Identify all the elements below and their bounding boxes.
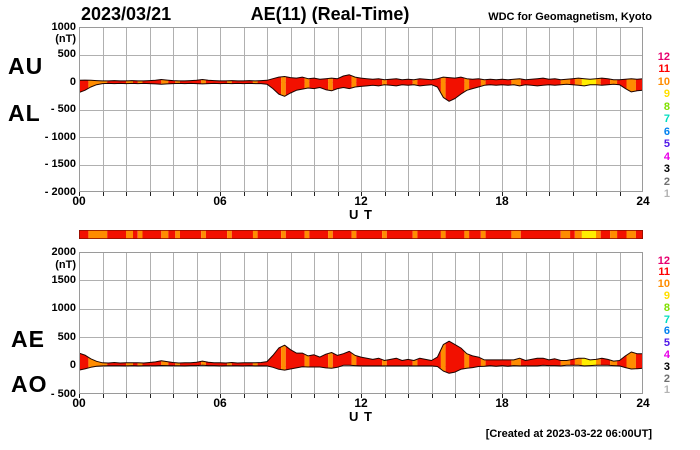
y-tick-top: - 1500 bbox=[44, 158, 76, 170]
y-tick-top: - 2000 bbox=[44, 185, 76, 198]
ae-curve-label: AE bbox=[11, 326, 45, 352]
station-count-7-top: 7 bbox=[663, 113, 670, 126]
y-tick-bottom: 500 bbox=[57, 330, 76, 343]
al-curve-label: AL bbox=[8, 100, 41, 126]
y-tick-bottom: 1500 bbox=[51, 273, 76, 286]
x-tick-bottom: 24 bbox=[636, 396, 650, 410]
station-count-1-top: 1 bbox=[663, 187, 670, 200]
station-count-8-bottom: 8 bbox=[663, 301, 670, 314]
x-tick-bottom: 06 bbox=[213, 396, 227, 410]
x-tick-top: 00 bbox=[72, 194, 86, 208]
station-count-5-top: 5 bbox=[663, 138, 670, 151]
station-count-7-bottom: 7 bbox=[663, 313, 670, 326]
station-count-3-bottom: 3 bbox=[663, 360, 670, 373]
plot-title: AE(11) (Real-Time) bbox=[250, 4, 410, 24]
x-tick-bottom: 18 bbox=[495, 396, 509, 410]
y-tick-top: - 500 bbox=[50, 103, 76, 115]
y-tick-top: 1000 bbox=[51, 20, 76, 33]
au-curve-label: AU bbox=[8, 53, 44, 79]
station-count-12-top: 12 bbox=[657, 51, 670, 63]
station-count-9-top: 9 bbox=[663, 88, 670, 101]
y-tick-bottom: - 500 bbox=[50, 387, 76, 400]
plot-date: 2023/03/21 bbox=[81, 4, 172, 24]
x-tick-top: 24 bbox=[636, 194, 650, 208]
ae-ao-chart bbox=[79, 252, 643, 398]
y-tick-top: 0 bbox=[69, 75, 76, 88]
x-axis-title-top: U T bbox=[349, 207, 373, 222]
x-tick-top: 18 bbox=[495, 194, 509, 208]
station-count-9-bottom: 9 bbox=[663, 289, 670, 302]
station-count-10-bottom: 10 bbox=[657, 278, 670, 291]
y-tick-bottom: 1000 bbox=[51, 302, 76, 315]
x-tick-top: 06 bbox=[213, 194, 227, 208]
station-count-4-top: 4 bbox=[663, 150, 670, 163]
station-count-8-top: 8 bbox=[663, 100, 670, 113]
ao-curve-label: AO bbox=[11, 371, 48, 397]
station-count-3-top: 3 bbox=[663, 163, 670, 176]
x-tick-top: 12 bbox=[354, 194, 368, 208]
station-count-11-bottom: 11 bbox=[658, 266, 670, 279]
station-count-11-top: 11 bbox=[658, 63, 670, 76]
y-tick-bottom: 0 bbox=[69, 359, 76, 372]
station-count-bar bbox=[79, 230, 643, 239]
station-count-12-bottom: 12 bbox=[657, 254, 670, 267]
y-tick-top: 500 bbox=[57, 48, 76, 60]
station-count-4-bottom: 4 bbox=[663, 348, 670, 361]
station-count-6-bottom: 6 bbox=[663, 325, 670, 338]
station-count-5-bottom: 5 bbox=[663, 337, 670, 350]
unit-label-top: (nT) bbox=[55, 33, 76, 45]
station-count-2-bottom: 2 bbox=[663, 372, 670, 385]
station-count-6-top: 6 bbox=[663, 125, 670, 138]
au-al-chart bbox=[79, 27, 643, 196]
x-tick-bottom: 12 bbox=[354, 396, 368, 410]
y-tick-top: - 1000 bbox=[44, 130, 76, 143]
station-count-1-bottom: 1 bbox=[663, 384, 670, 397]
created-timestamp: [Created at 2023-03-22 06:00UT] bbox=[485, 428, 652, 440]
station-count-10-top: 10 bbox=[657, 75, 670, 88]
x-tick-bottom: 00 bbox=[72, 396, 86, 410]
data-source: WDC for Geomagnetism, Kyoto bbox=[488, 11, 652, 23]
unit-label-bottom: (nT) bbox=[55, 258, 76, 271]
x-axis-title-bottom: U T bbox=[349, 408, 373, 424]
y-tick-bottom: 2000 bbox=[51, 245, 76, 258]
station-count-2-top: 2 bbox=[663, 175, 670, 188]
